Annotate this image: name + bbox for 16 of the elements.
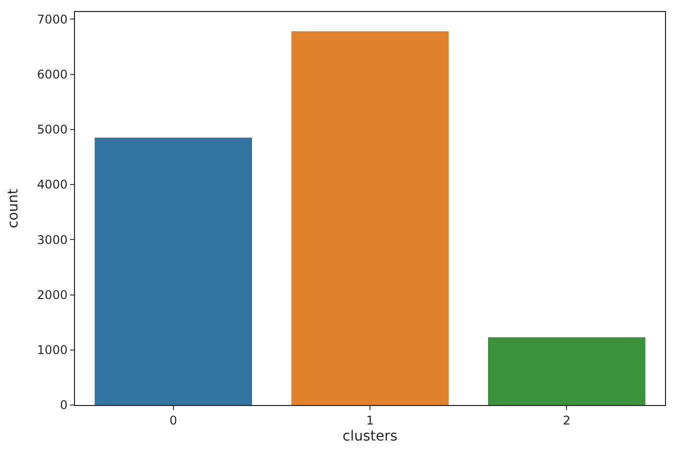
y-tick-label: 6000 bbox=[37, 67, 68, 82]
bar bbox=[291, 31, 449, 405]
y-tick-label: 3000 bbox=[37, 232, 68, 247]
y-axis-title: count bbox=[6, 188, 22, 228]
y-tick-label: 2000 bbox=[37, 288, 68, 302]
x-tick-label: 0 bbox=[170, 413, 178, 428]
y-tick-label: 4000 bbox=[37, 178, 68, 192]
x-axis-title: clusters bbox=[342, 428, 398, 445]
x-tick-label: 1 bbox=[366, 413, 374, 428]
y-tick-label: 7000 bbox=[37, 12, 68, 26]
y-tick-label: 5000 bbox=[37, 122, 68, 137]
y-tick-label: 0 bbox=[60, 398, 68, 412]
bar bbox=[488, 337, 646, 405]
x-tick-label: 2 bbox=[562, 413, 570, 428]
y-tick-label: 1000 bbox=[37, 343, 68, 358]
bar bbox=[94, 138, 252, 405]
